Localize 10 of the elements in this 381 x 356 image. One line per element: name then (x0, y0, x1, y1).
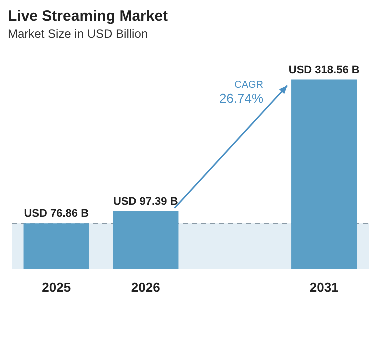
data-label: USD 318.56 B (288, 64, 360, 76)
x-tick-label: 2025 (42, 280, 72, 295)
chart-subtitle: Market Size in USD Billion (8, 27, 150, 41)
data-label: USD 76.86 B (24, 208, 90, 220)
annotation: 26.74% (219, 90, 264, 106)
annotation: CAGR (234, 80, 264, 91)
x-tick-label: 2031 (310, 280, 339, 295)
x-tick-label: 2026 (131, 280, 160, 295)
data-label: USD 97.39 B (113, 196, 178, 208)
chart-title: Live Streaming Market (8, 8, 170, 25)
